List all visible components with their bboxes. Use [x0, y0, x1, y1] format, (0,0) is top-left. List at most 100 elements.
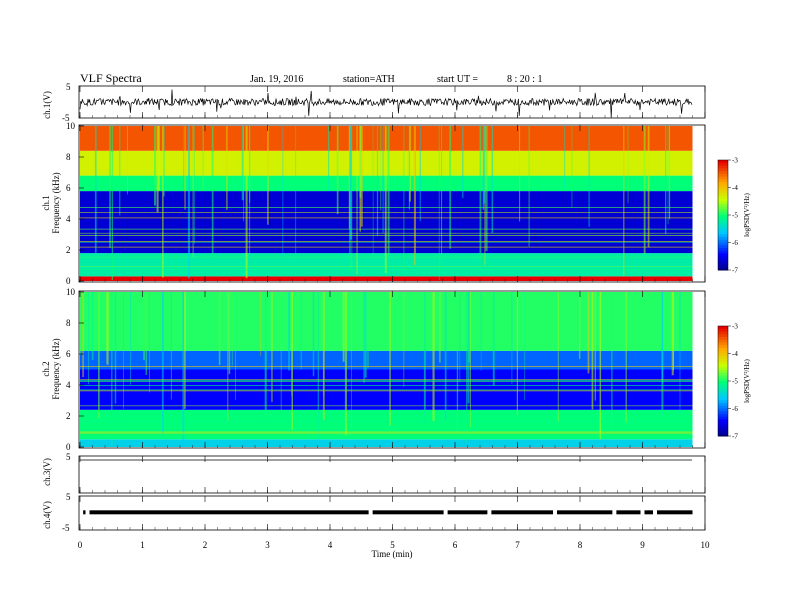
- colorbar-cell: [718, 427, 728, 431]
- spectrogram-streak: [456, 292, 459, 435]
- spectrogram-streak: [211, 126, 214, 257]
- colorbar-cell: [718, 206, 728, 210]
- colorbar-cell: [718, 414, 728, 418]
- spectrogram-streak: [587, 292, 590, 374]
- ch4-signal-segment: [372, 510, 444, 515]
- colorbar-cell: [718, 372, 728, 376]
- spectrogram-streak: [82, 292, 84, 378]
- spectrogram-streak: [679, 292, 681, 414]
- time-tick-label: 6: [453, 540, 458, 550]
- frequency-tick-label: 8: [66, 318, 71, 328]
- ch3-voltage-ylabel: ch.3(V): [42, 458, 52, 486]
- colorbar-cell: [718, 231, 728, 235]
- spectrogram-streak: [643, 126, 646, 254]
- spectrogram-streak: [480, 292, 482, 371]
- spectrogram-streak: [162, 126, 164, 278]
- colorbar-cell: [718, 370, 728, 374]
- colorbar-cell: [718, 403, 728, 407]
- ch2-spectrogram-ylabel-freq: Frequency (kHz): [51, 338, 61, 399]
- colorbar-cell: [718, 405, 728, 409]
- spectrogram-streak: [241, 126, 244, 201]
- ch1-ytick-bottom: -5: [62, 113, 70, 123]
- spectrogram-streak: [491, 126, 494, 234]
- spectrogram-streak: [192, 126, 194, 257]
- spectrogram-streak: [403, 126, 405, 272]
- colorbar-cell: [718, 375, 728, 379]
- time-tick-label: 5: [390, 540, 395, 550]
- spectrogram-band: [80, 439, 693, 447]
- spectrogram-streak: [459, 292, 461, 383]
- colorbar-cell: [718, 173, 728, 177]
- spectrogram-streak: [591, 292, 594, 410]
- colorbar-tick-label: -7: [732, 433, 738, 441]
- spectrogram-streak: [267, 126, 269, 225]
- spectrogram-streak: [519, 126, 521, 222]
- ch1-ytick-top: 5: [66, 82, 71, 92]
- spectrogram-streak: [328, 126, 330, 191]
- spectrogram-streak: [661, 292, 663, 384]
- spectrogram-streak: [376, 126, 379, 236]
- colorbar-cell: [718, 215, 728, 219]
- colorbar-tick-label: -7: [732, 267, 738, 275]
- spectrogram-streak: [432, 292, 435, 422]
- spectrogram-streak: [226, 126, 228, 210]
- spectrogram-streak: [419, 126, 421, 222]
- spectrogram-streak: [356, 126, 358, 275]
- spectrogram-streak: [187, 126, 190, 279]
- colorbar-cell: [718, 162, 728, 166]
- spectrogram-streak: [280, 292, 282, 411]
- spectrogram-streak: [119, 126, 121, 216]
- ch4-signal-segment: [447, 510, 488, 515]
- colorbar-cell: [718, 165, 728, 169]
- spectrogram-streak: [625, 292, 627, 423]
- colorbar-cell: [718, 256, 728, 260]
- spectrogram-streak: [389, 292, 391, 426]
- spectrogram-streak: [282, 126, 284, 257]
- colorbar-cell: [718, 389, 728, 393]
- spectrogram-streak: [245, 126, 248, 279]
- time-tick-label: 3: [265, 540, 270, 550]
- spectrogram-streak: [149, 292, 150, 393]
- colorbar-cell: [718, 326, 728, 330]
- spectrogram-streak: [249, 126, 251, 254]
- colorbar-cell: [718, 383, 728, 387]
- ch1-spectrogram-ylabel-freq: Frequency (kHz): [51, 172, 61, 233]
- spectrogram-streak: [524, 292, 525, 401]
- spectrogram-streak: [467, 292, 470, 404]
- time-axis-label: Time (min): [372, 549, 413, 559]
- ch4-signal-segment: [644, 510, 653, 515]
- spectrogram-streak: [349, 126, 352, 240]
- spectrogram-streak: [627, 126, 629, 204]
- colorbar-cell: [718, 239, 728, 243]
- time-ticks: [79, 86, 706, 530]
- spectrogram-streak: [130, 292, 131, 385]
- colorbar-cell: [718, 353, 728, 357]
- spectrogram-streak: [170, 292, 172, 400]
- colorbar-cell: [718, 381, 728, 385]
- spectrogram-streak: [557, 292, 559, 422]
- colorbar-cell: [718, 223, 728, 227]
- spectrogram-streak: [351, 292, 352, 428]
- colorbar-cell: [718, 201, 728, 205]
- ch1-spectrogram-yticks: 0 2 4 6 8 10: [66, 121, 84, 286]
- spectrogram-streak: [317, 292, 319, 440]
- ch2-spectrogram: [80, 292, 693, 447]
- spectrogram-streak: [449, 126, 452, 249]
- colorbar-cell: [718, 433, 728, 437]
- colorbar-cell: [718, 250, 728, 254]
- spectrogram-streak: [127, 126, 128, 195]
- spectrogram-streak: [482, 126, 485, 210]
- colorbar-cell: [718, 182, 728, 186]
- colorbar-cell: [718, 345, 728, 349]
- colorbar-cell: [718, 331, 728, 335]
- spectrogram-streak: [403, 292, 405, 387]
- frequency-tick-label: 8: [66, 152, 71, 162]
- colorbar-cell: [718, 248, 728, 252]
- spectrogram-streak: [156, 126, 159, 213]
- spectrogram-streak: [88, 292, 89, 385]
- colorbar-cell: [718, 364, 728, 368]
- colorbar-cell: [718, 348, 728, 352]
- colorbar-cell: [718, 397, 728, 401]
- spectrogram-streak: [511, 292, 513, 385]
- colorbar-cell: [718, 168, 728, 172]
